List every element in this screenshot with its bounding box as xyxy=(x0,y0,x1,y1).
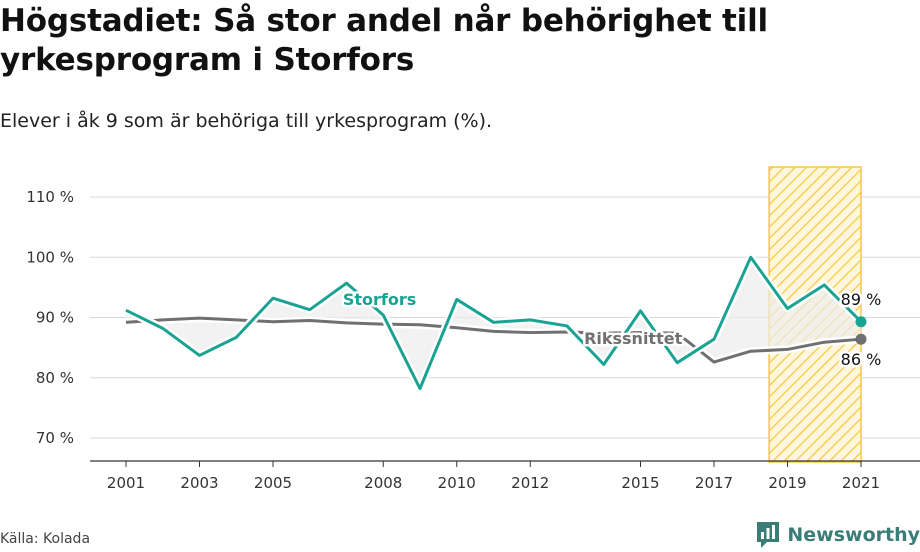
series-end-point xyxy=(855,333,867,345)
line-chart: 70 %80 %90 %100 %110 % 2001 2003 2005 2008 2… xyxy=(26,166,920,492)
newsworthy-logo-icon xyxy=(757,522,780,548)
source-note: Källa: Kolada xyxy=(0,531,91,547)
x-axis: 2001 2003 2005 2008 2010 2012 2015 2017 2019 2021 xyxy=(90,460,920,492)
end-value-storfors: 89 % xyxy=(841,290,882,309)
series-end-point xyxy=(855,316,867,328)
y-tick-label: 110 % xyxy=(26,188,74,206)
series-label-rikssnittet: Rikssnittet xyxy=(584,329,683,348)
x-tick-label: 2005 xyxy=(254,474,292,492)
y-tick-label: 80 % xyxy=(36,369,74,387)
chart-title: Högstadiet: Så stor andel når behörighet… xyxy=(0,3,768,78)
x-tick-label: 2001 xyxy=(107,474,145,492)
x-tick-label: 2008 xyxy=(364,474,402,492)
end-value-rikssnittet: 86 % xyxy=(841,350,882,369)
series-line-storfors xyxy=(125,255,863,391)
chart-subtitle: Elever i åk 9 som är behöriga till yrkes… xyxy=(0,110,493,132)
x-tick-label: 2010 xyxy=(438,474,476,492)
brand-name: Newsworthy xyxy=(787,524,920,546)
brand-logo: Newsworthy xyxy=(755,520,920,550)
y-tick-label: 90 % xyxy=(36,309,74,327)
y-tick-label: 70 % xyxy=(36,429,74,447)
x-tick-label: 2012 xyxy=(511,474,549,492)
x-tick-label: 2017 xyxy=(695,474,733,492)
labels: Storfors Rikssnittet 89 % 86 % xyxy=(340,288,883,372)
x-tick-label: 2021 xyxy=(842,474,880,492)
series-lines xyxy=(124,253,867,393)
x-tick-label: 2019 xyxy=(768,474,806,492)
x-tick-label: 2015 xyxy=(621,474,659,492)
series-label-storfors: Storfors xyxy=(343,290,416,309)
x-tick-label: 2003 xyxy=(180,474,218,492)
y-tick-label: 100 % xyxy=(26,248,74,266)
